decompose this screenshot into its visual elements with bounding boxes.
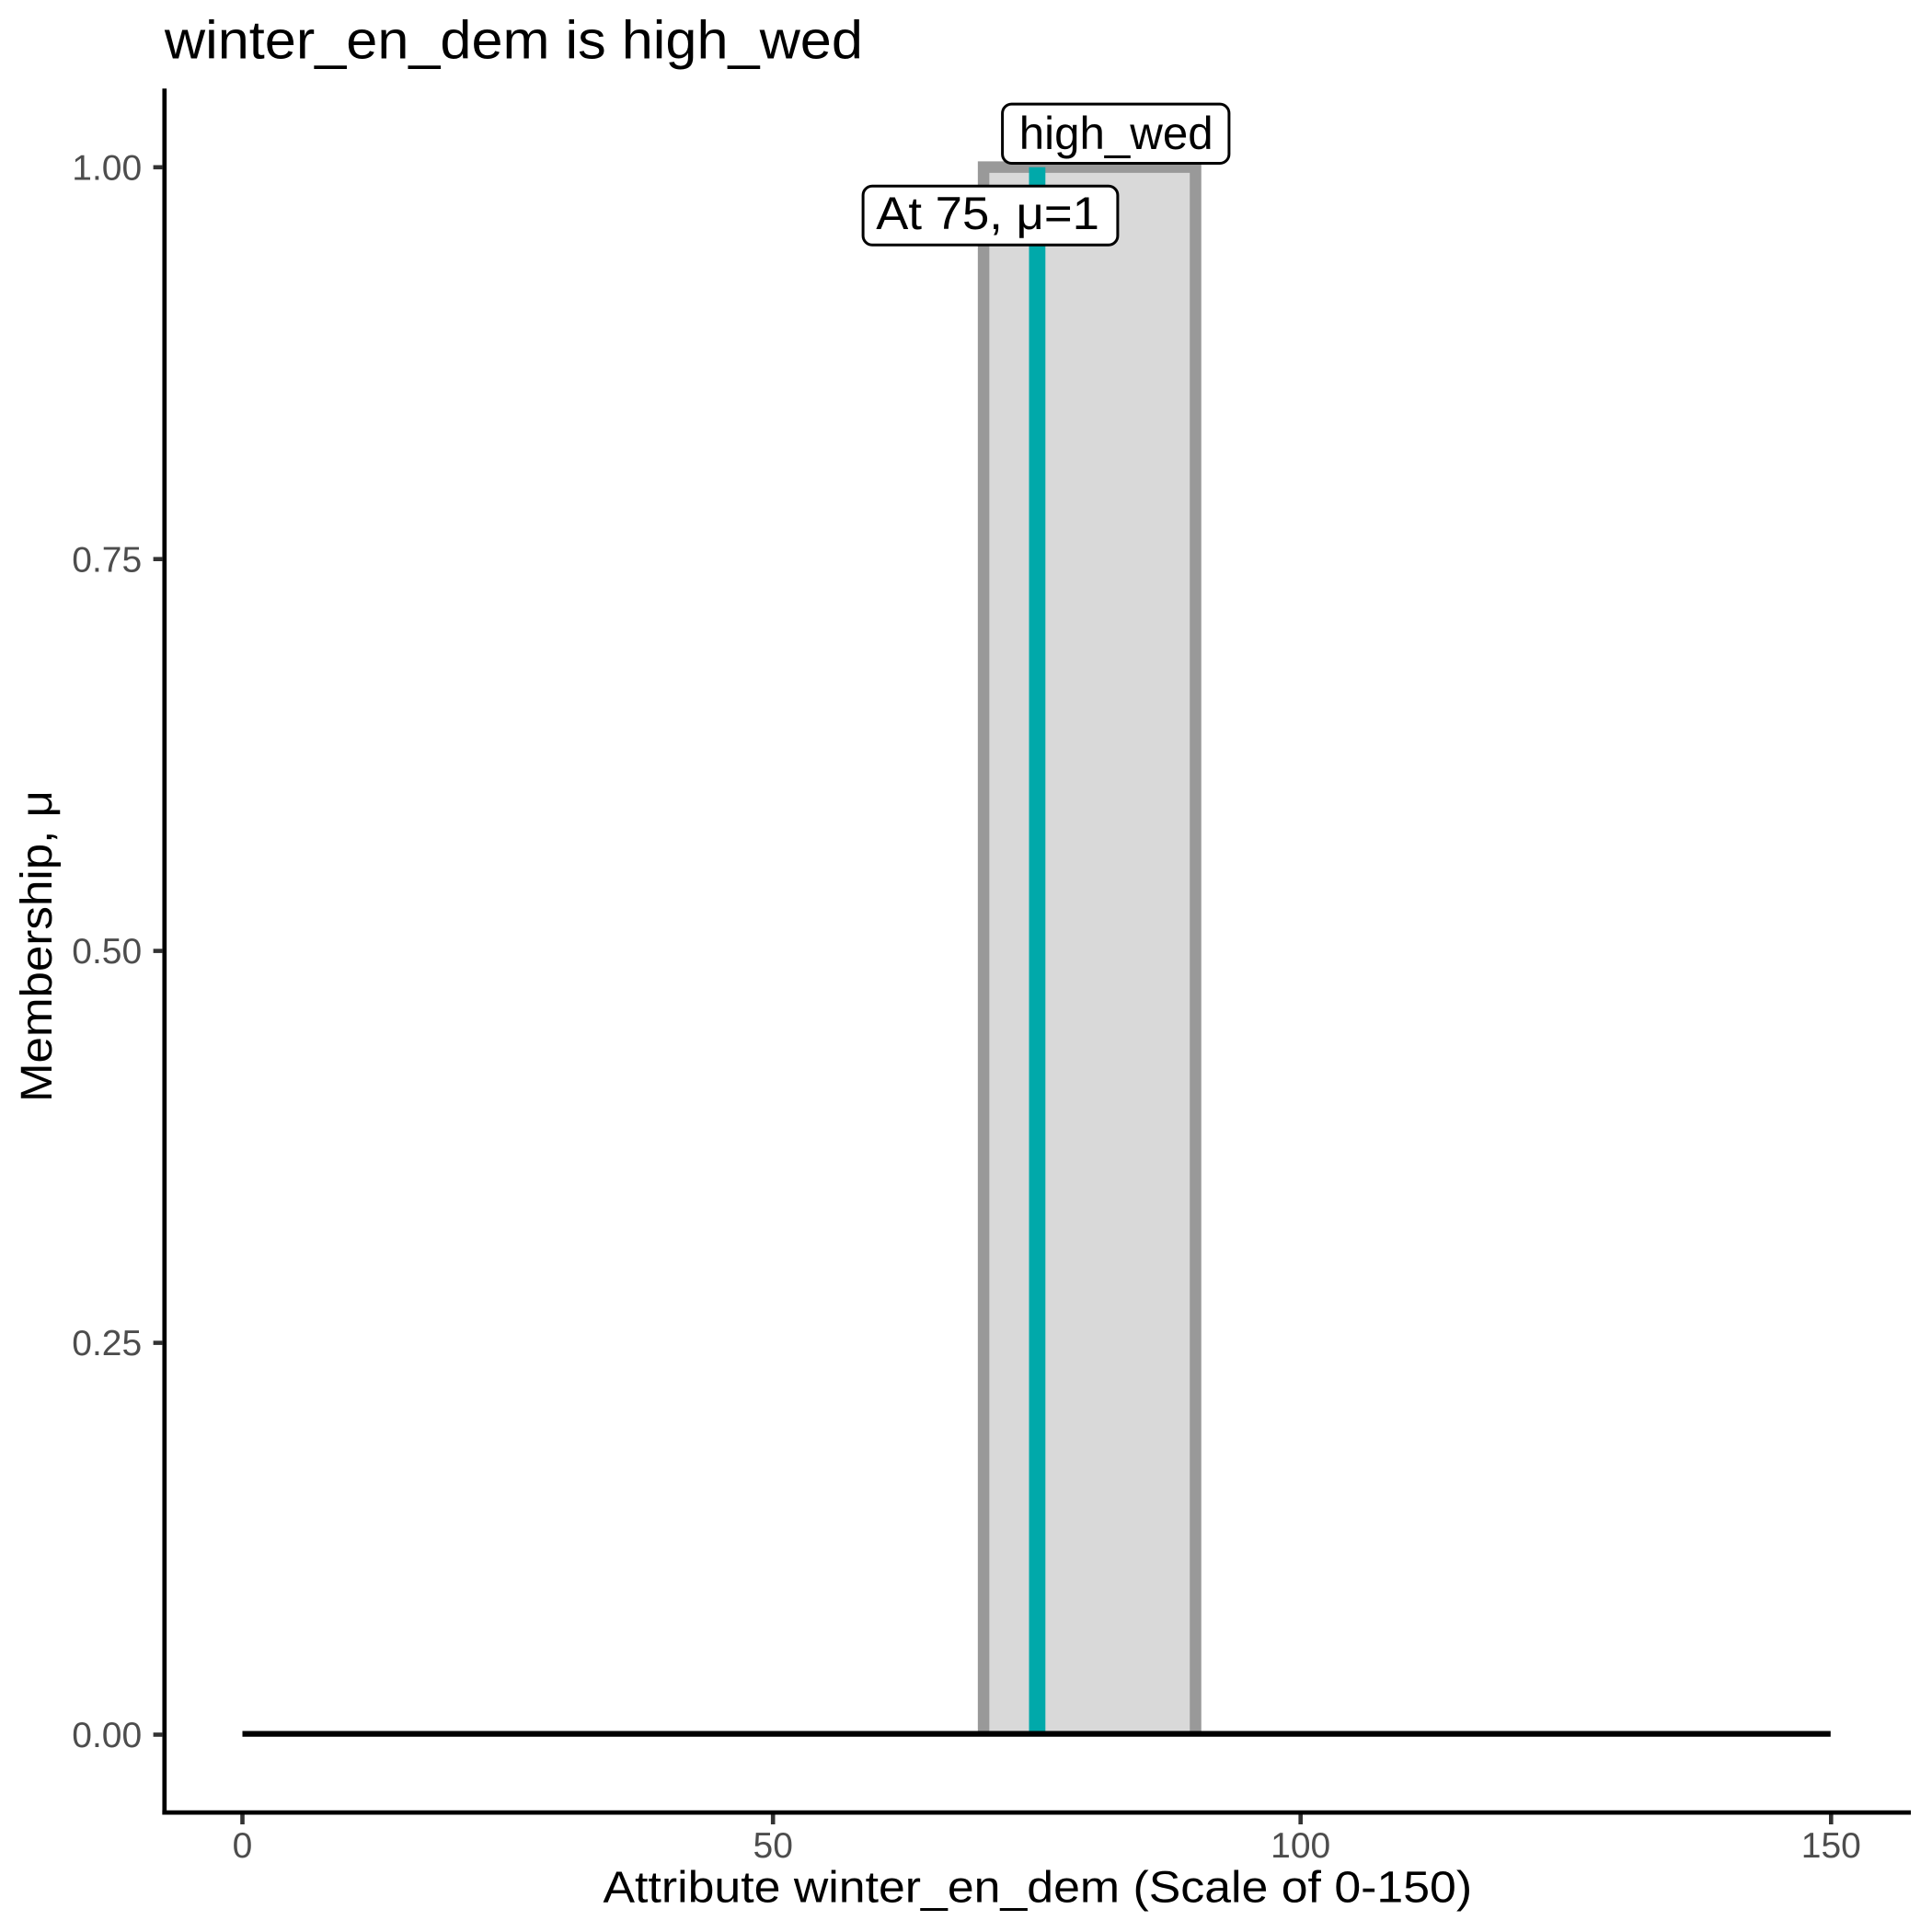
svg-text:50: 50	[753, 1826, 793, 1866]
svg-text:high_wed: high_wed	[1019, 108, 1213, 159]
svg-text:0: 0	[233, 1826, 253, 1866]
svg-text:Membership, μ: Membership, μ	[13, 790, 62, 1102]
svg-text:Attribute winter_en_dem (Scale: Attribute winter_en_dem (Scale of 0-150)	[604, 1864, 1473, 1913]
svg-text:150: 150	[1801, 1826, 1861, 1866]
svg-text:0.50: 0.50	[72, 932, 142, 972]
svg-text:100: 100	[1271, 1826, 1330, 1866]
svg-text:0.25: 0.25	[72, 1324, 142, 1363]
svg-text:0.00: 0.00	[72, 1716, 142, 1755]
svg-text:At 75, μ=1: At 75, μ=1	[876, 188, 1099, 239]
svg-text:0.75: 0.75	[72, 540, 142, 580]
svg-text:winter_en_dem is high_wed: winter_en_dem is high_wed	[164, 10, 863, 70]
svg-text:1.00: 1.00	[72, 148, 142, 188]
